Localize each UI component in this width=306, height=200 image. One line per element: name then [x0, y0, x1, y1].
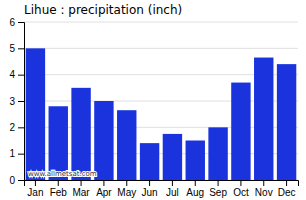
y-tick-label: 5	[9, 43, 15, 54]
x-tick-label: Dec	[278, 187, 296, 198]
y-tick-label: 2	[9, 122, 15, 133]
y-tick: 2	[9, 122, 24, 133]
bar	[26, 48, 45, 180]
bar	[140, 143, 159, 180]
y-tick-label: 0	[9, 175, 15, 186]
x-tick: Jan	[27, 180, 43, 198]
x-tick-mark	[195, 180, 196, 186]
bar	[277, 64, 296, 180]
y-tick-mark	[18, 22, 24, 23]
x-tick-mark	[58, 180, 59, 186]
y-tick-mark	[18, 101, 24, 102]
y-tick: 3	[9, 96, 24, 107]
y-tick-mark	[18, 154, 24, 155]
x-tick-label: Jul	[166, 187, 179, 198]
x-tick-label: Aug	[186, 187, 204, 198]
bar	[254, 58, 273, 180]
chart-container: 0 1 2 3 4 5 6 Jan Feb Mar Apr May Jun Jul Aug Sep Oct Nov…	[0, 0, 306, 200]
x-tick-label: Mar	[72, 187, 90, 198]
x-tick-label: Nov	[255, 187, 273, 198]
x-tick-mark	[81, 180, 82, 186]
x-tick: Mar	[72, 180, 90, 198]
y-tick: 1	[9, 148, 24, 159]
x-tick-mark	[172, 180, 173, 186]
x-tick: Oct	[233, 180, 249, 198]
x-tick-mark	[103, 180, 104, 186]
x-tick-label: May	[117, 187, 136, 198]
y-axis-line	[18, 23, 25, 181]
y-tick-mark	[18, 75, 24, 76]
y-tick-label: 3	[9, 96, 15, 107]
y-tick: 0	[9, 175, 24, 186]
x-tick-mark	[218, 180, 219, 186]
bar	[49, 106, 68, 180]
x-tick-label: Jun	[142, 187, 158, 198]
y-tick-mark	[18, 180, 24, 181]
x-tick: Nov	[255, 180, 273, 198]
x-axis-line	[25, 181, 299, 187]
grid-line	[24, 48, 298, 49]
y-tick: 4	[9, 69, 24, 80]
chart: 0 1 2 3 4 5 6 Jan Feb Mar Apr May Jun Jul Aug Sep Oct Nov…	[0, 0, 306, 200]
x-axis: Jan Feb Mar Apr May Jun Jul Aug Sep Oct Nov Dec	[25, 180, 299, 198]
x-tick-mark	[263, 180, 264, 186]
bar	[94, 101, 113, 180]
x-tick-label: Apr	[96, 187, 112, 198]
bar	[71, 88, 90, 180]
bars	[26, 48, 297, 180]
x-tick-label: Oct	[233, 187, 249, 198]
y-tick-mark	[18, 48, 24, 49]
y-axis: 0 1 2 3 4 5 6	[9, 17, 24, 186]
bar	[117, 110, 136, 180]
title: Lihue : precipitation (inch)	[24, 3, 182, 17]
x-tick: May	[117, 180, 136, 198]
plot: 0 1 2 3 4 5 6 Jan Feb Mar Apr May Jun Jul Aug Sep Oct Nov…	[9, 17, 298, 198]
x-tick: Apr	[96, 180, 112, 198]
y-tick-label: 1	[9, 148, 15, 159]
annotation: www.allmetsat.com	[28, 170, 97, 178]
x-tick: Jul	[166, 180, 179, 198]
bar	[163, 134, 182, 180]
bar	[231, 83, 250, 180]
y-tick: 5	[9, 43, 24, 54]
x-tick-mark	[240, 180, 241, 186]
y-tick: 6	[9, 17, 24, 28]
grid	[24, 22, 298, 180]
x-tick: Feb	[50, 180, 68, 198]
x-tick-label: Jan	[27, 187, 43, 198]
x-tick-label: Feb	[50, 187, 68, 198]
x-tick: Jun	[142, 180, 158, 198]
y-tick-label: 6	[9, 17, 15, 28]
x-tick: Sep	[209, 180, 227, 198]
y-tick-mark	[18, 127, 24, 128]
grid-line	[24, 22, 298, 23]
x-tick-mark	[149, 180, 150, 186]
x-tick: Dec	[278, 180, 296, 198]
y-tick-label: 4	[9, 69, 15, 80]
x-tick-label: Sep	[209, 187, 227, 198]
bar	[186, 141, 205, 181]
x-tick: Aug	[186, 180, 204, 198]
x-tick-mark	[126, 180, 127, 186]
x-tick-mark	[286, 180, 287, 186]
x-tick-mark	[35, 180, 36, 186]
bar	[208, 127, 227, 180]
